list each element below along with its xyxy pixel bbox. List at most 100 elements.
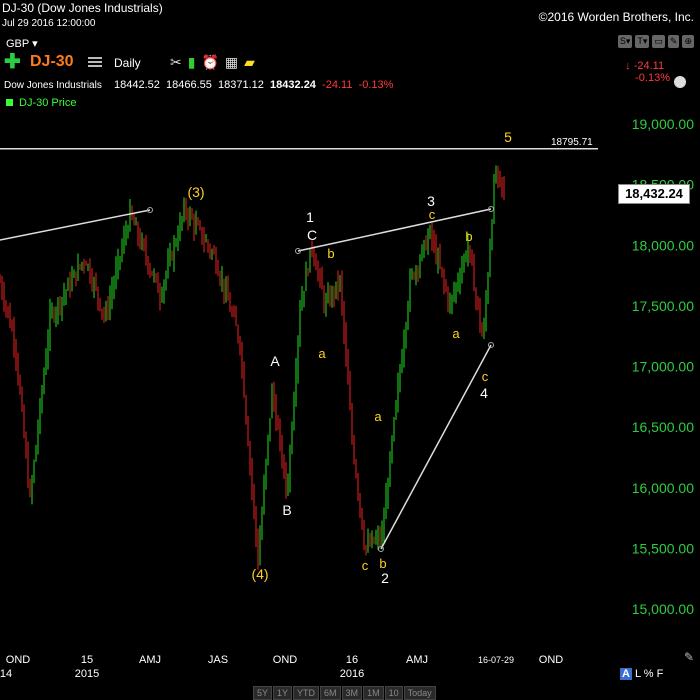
x-tick-label: OND [539,654,564,666]
copyright: ©2016 Worden Brothers, Inc. [538,10,694,24]
wave-label: (3) [187,184,204,200]
wave-label: c [482,369,489,384]
resistance-label: 18795.71 [551,137,593,148]
chart-title: DJ-30 (Dow Jones Industrials) [2,1,163,15]
trendline-handle [488,342,494,348]
text-button[interactable]: T▾ [635,35,650,48]
quote-change-pct: -0.13% [358,79,394,91]
wave-label: c [429,207,436,222]
wave-label: 3 [427,193,435,209]
wave-label: b [379,556,386,571]
y-tick-label: 18,000.00 [632,237,694,253]
x-tick-sublabel: 2015 [75,668,99,680]
quote-open: 18442.52 [114,79,160,91]
auto-scale-toggle[interactable]: A [620,668,632,680]
last-price-tag: 18,432.24 [618,184,690,204]
symbol-field[interactable]: DJ-30 [30,53,74,70]
x-tick-label: 15 [81,654,93,666]
wave-label: c [362,558,369,573]
y-tick-label: 17,500.00 [632,298,694,314]
quote-name: Dow Jones Industrials [4,80,102,91]
range-3m[interactable]: 3M [341,686,363,700]
quote-high: 18466.55 [166,79,212,91]
price-legend: DJ-30 Price [6,97,76,109]
tools-icon[interactable]: ✂ [170,54,182,70]
edit-button[interactable]: ✎ [667,35,680,48]
y-tick-label: 16,500.00 [632,419,694,435]
list-icon[interactable] [88,57,102,69]
zoom-button[interactable]: ⊕ [682,35,694,48]
range-today[interactable]: Today [403,686,436,700]
chart-tools: ✂ ▮ ⏰ ▦ ▰ [170,54,255,71]
wave-label: b [465,229,472,244]
x-tick-label: OND [6,654,31,666]
wave-label: A [270,353,280,369]
log-scale-toggle[interactable]: L [635,668,641,680]
style-button[interactable]: S▾ [617,35,633,48]
trendline-handle [488,206,494,212]
fit-toggle[interactable]: F [656,668,664,680]
range-10d[interactable]: 10 [384,686,403,700]
x-tick-sublabel: 14 [0,668,12,680]
wave-label: b [327,246,334,261]
indicators-icon[interactable]: ▮ [187,54,196,70]
y-tick-label: 16,000.00 [632,480,694,496]
wave-label: a [452,326,460,341]
wave-label: B [282,502,291,518]
scale-toggles: A L % F [620,668,663,680]
quote-change: -24.11 [322,79,353,91]
range-buttons: 5Y 1Y YTD 6M 3M 1M 10 Today [253,686,436,700]
window-toolbar: S▾ T▾ ▭ ✎ ⊕ [617,35,694,48]
x-tick-label: 16 [346,654,358,666]
trendline-upper-left [0,209,151,241]
quote-low: 18371.12 [218,79,264,91]
y-tick-label: 17,000.00 [632,359,694,375]
pencil-icon[interactable]: ✎ [684,650,695,664]
wave-label: (4) [251,566,268,582]
range-6m[interactable]: 6M [320,686,341,700]
trendlines: 18795.71 [0,137,598,552]
down-arrow-icon: ↓ [625,60,631,72]
quote-values: 18442.52 18466.55 18371.12 18432.24 -24.… [114,79,393,91]
x-tick-label: 16-07-29 [478,655,514,665]
note-icon[interactable]: ▰ [244,54,255,70]
trendline-lower [380,344,492,550]
trendline-handle [147,207,153,213]
percent-scale-toggle[interactable]: % [643,668,654,680]
change-pct: -0.13% [635,72,670,84]
currency-selector[interactable]: GBP ▾ [6,38,38,50]
wave-label: a [318,346,326,361]
trendline-handle [295,248,301,254]
change-box: ↓ -24.11 -0.13% [625,60,670,84]
quote-last: 18432.24 [270,79,316,91]
calculator-icon[interactable]: ▦ [224,54,239,70]
y-tick-label: 15,000.00 [632,601,694,617]
x-tick-label: JAS [208,654,228,666]
wave-label: 5 [504,129,512,145]
range-5y[interactable]: 5Y [253,686,273,700]
trendline-handle [378,546,384,552]
range-1y[interactable]: 1Y [273,686,293,700]
x-tick-sublabel: 2016 [340,668,364,680]
wave-label: C [307,227,317,243]
period-selector[interactable]: Daily [114,56,141,70]
range-ytd[interactable]: YTD [293,686,320,700]
wave-label: a [374,409,382,424]
wave-label: 4 [480,385,488,401]
trendline-upper [297,208,492,252]
x-tick-label: AMJ [406,654,428,666]
x-axis: OND 14 15 2015 AMJ JAS OND 16 2016 AMJ 16-07-29 OND [0,654,563,680]
candles [0,165,505,570]
wave-label: 2 [381,570,389,586]
y-tick-label: 19,000.00 [632,116,694,132]
chart-date: Jul 29 2016 12:00:00 [2,18,96,29]
chart-settings-icon[interactable] [674,76,686,88]
add-icon[interactable]: ✚ [4,51,21,73]
x-tick-label: OND [273,654,298,666]
layout-button[interactable]: ▭ [652,35,665,48]
alarm-clock-icon[interactable]: ⏰ [201,54,219,70]
legend-label: DJ-30 Price [19,97,77,109]
range-1m[interactable]: 1M [363,686,384,700]
